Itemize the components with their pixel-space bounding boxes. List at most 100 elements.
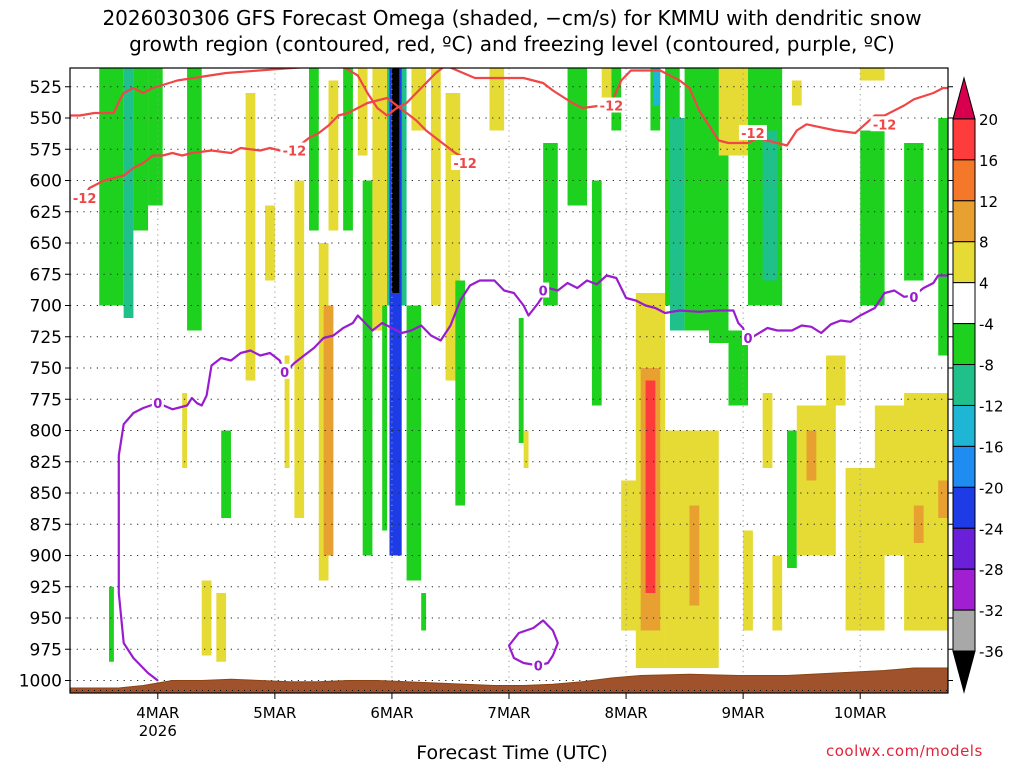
colorbar-band-12 (952, 568, 976, 611)
contour-label-bg-3-0 (532, 657, 545, 673)
omega-cell-9 (221, 430, 231, 518)
colorbar-band-6 (952, 323, 976, 366)
contour-label-2-3: 0 (743, 332, 752, 347)
y-tick-label-750: 750 (30, 359, 62, 379)
y-tick-label-600: 600 (30, 172, 62, 192)
omega-cell-37 (591, 180, 602, 406)
omega-cell-58 (772, 555, 783, 631)
omega-cell-26 (406, 305, 422, 581)
credit-link[interactable]: coolwx.com/models (826, 742, 983, 760)
omega-cell-62 (826, 355, 846, 406)
y-tick-label-975: 975 (30, 640, 62, 660)
contour-layer: -12 -12 -12 -12 -12 -12 0 0 0 0 0 0 (70, 68, 948, 682)
y-tick-label-850: 850 (30, 484, 62, 504)
colorbar-band-11 (952, 527, 976, 570)
colorbar-band-3 (952, 200, 976, 243)
omega-cell-16 (323, 305, 334, 556)
colorbar-band-2 (952, 159, 976, 202)
y-tick-label-950: 950 (30, 609, 62, 629)
omega-cell-28 (430, 68, 441, 306)
contour-label-3-0: 0 (534, 660, 543, 675)
y-tick-label-1000: 1000 (19, 672, 62, 692)
omega-cell-4 (148, 68, 163, 206)
colorbar-label--4: -4 (979, 316, 994, 334)
x-tick-sublabel-4MAR: 2026 (139, 722, 177, 740)
y-tick-label-550: 550 (30, 109, 62, 129)
contour-label-1-0: -12 (73, 192, 97, 207)
colorbar-band-13 (952, 609, 976, 652)
omega-cell-31 (421, 593, 427, 631)
omega-cell-25 (391, 68, 400, 293)
y-tick-label-800: 800 (30, 422, 62, 442)
contour-label-bg-2-0 (151, 395, 164, 410)
omega-cell-27 (411, 68, 427, 131)
contour-label-bg-2-2 (537, 282, 550, 298)
omega-cell-56 (743, 530, 753, 631)
x-tick-label-6MAR: 6MAR (370, 704, 413, 722)
colorbar-label-12: 12 (979, 193, 998, 211)
colorbar-label--16: -16 (979, 438, 1004, 456)
colorbar-label--24: -24 (979, 520, 1004, 538)
y-tick-label-775: 775 (30, 390, 62, 410)
contour-label-bg-0-1 (738, 125, 767, 140)
contour-label-0-1: -12 (741, 127, 765, 142)
contour-label-0-0: -12 (600, 100, 624, 115)
y-tick-label-625: 625 (30, 203, 62, 223)
omega-cell-69 (904, 143, 924, 281)
contour-label-1-1: -12 (283, 145, 307, 160)
omega-cell-59 (787, 430, 797, 568)
omega-cell-21 (372, 68, 388, 331)
omega-cell-33 (518, 318, 524, 443)
colorbar-label--28: -28 (979, 561, 1004, 579)
omega-cell-10 (245, 93, 256, 381)
omega-cell-13 (294, 180, 305, 518)
contour-line-3 (507, 619, 559, 667)
omega-cell-6 (201, 580, 212, 656)
colorbar-band-0 (952, 76, 976, 120)
y-tick-label-725: 725 (30, 328, 62, 348)
omega-cell-72 (791, 80, 802, 106)
x-tick-label-4MAR: 4MAR (136, 704, 179, 722)
omega-cell-67 (938, 480, 948, 518)
contour-label-2-0: 0 (153, 397, 162, 412)
contour-label-bg-1-1 (280, 142, 309, 158)
colorbar-band-10 (952, 486, 976, 529)
omega-cell-68 (860, 130, 885, 306)
colorbar-label-20: 20 (979, 111, 998, 129)
omega-cell-47 (669, 118, 685, 331)
contour-label-bg-2-4 (907, 288, 920, 304)
contour-label-bg-1-0 (70, 190, 99, 205)
omega-cell-36 (567, 68, 588, 206)
contour-line-0 (70, 68, 948, 147)
colorbar-label--36: -36 (979, 643, 1004, 661)
x-tick-label-9MAR: 9MAR (722, 704, 765, 722)
x-tick-label-8MAR: 8MAR (604, 704, 647, 722)
contour-label-bg-0-2 (870, 116, 899, 132)
omega-cell-32 (489, 68, 505, 131)
omega-cell-7 (216, 593, 227, 662)
contour-label-bg-1-2 (451, 155, 480, 170)
omega-cell-18 (343, 68, 353, 231)
colorbar-band-9 (952, 445, 976, 488)
omega-cell-70 (938, 118, 948, 356)
omega-cell-22 (382, 305, 388, 531)
omega-cell-71 (860, 68, 885, 81)
omega-cell-50 (689, 505, 700, 606)
omega-cell-2 (123, 68, 134, 318)
colorbar-label-4: 4 (979, 275, 989, 293)
chart-title-line-1: 2026030306 GFS Forecast Omega (shaded, −… (102, 6, 922, 30)
x-tick-label-5MAR: 5MAR (253, 704, 296, 722)
omega-cell-55 (762, 130, 778, 281)
y-tick-label-700: 700 (30, 297, 62, 317)
y-tick-label-900: 900 (30, 547, 62, 567)
omega-cell-8 (187, 68, 202, 331)
y-tick-label-825: 825 (30, 453, 62, 473)
y-tick-label-875: 875 (30, 515, 62, 535)
contour-label-bg-2-1 (278, 363, 291, 379)
y-tick-label-575: 575 (30, 140, 62, 160)
chart-title-line-2: growth region (contoured, red, ºC) and f… (129, 32, 895, 56)
contour-line-1 (70, 96, 466, 199)
omega-cell-35 (543, 143, 558, 306)
colorbar-band-8 (952, 404, 976, 447)
y-tick-label-525: 525 (30, 78, 62, 98)
